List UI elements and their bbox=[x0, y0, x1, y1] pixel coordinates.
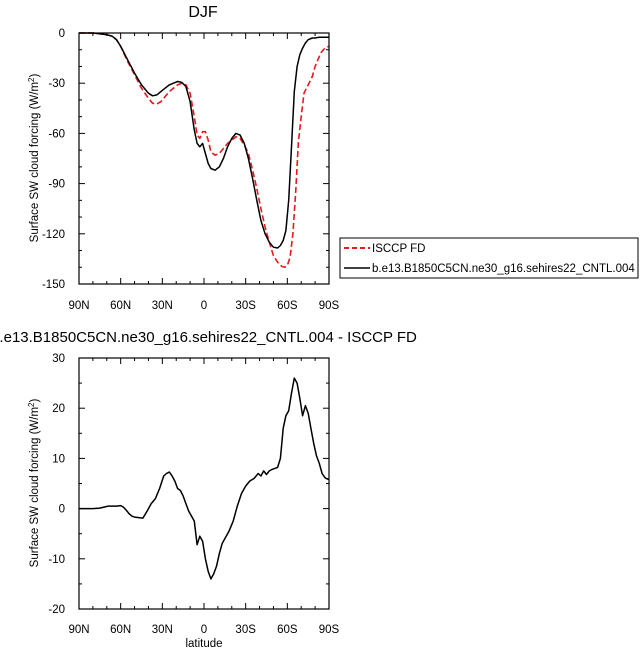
top-x-tick-label: 30N bbox=[152, 300, 173, 312]
legend: ISCCP FD b.e13.B1850C5CN.ne30_g16.sehire… bbox=[339, 237, 639, 279]
top-plot-frame bbox=[78, 32, 330, 285]
bottom-x-tick-label: 30S bbox=[235, 624, 256, 636]
top-y-tick-label: -90 bbox=[48, 179, 65, 191]
legend-box bbox=[339, 237, 639, 279]
top-y-tick-label: -150 bbox=[42, 279, 65, 291]
top-x-tick-label: 90S bbox=[319, 300, 340, 312]
bottom-axes: 90N 60N 30N 0 30S 60S 90S 30 20 10 0 -10 -20 bbox=[48, 353, 339, 636]
top-axes: 90N 60N 30N 0 30S 60S 90S 0 -30 -60 -90 -120 -150 bbox=[42, 28, 340, 312]
top-series-group bbox=[79, 32, 330, 269]
bottom-y-tick-label: 0 bbox=[59, 504, 65, 516]
panel-bottom-chart: b.e13.B1850C5CN.ne30_g16.sehires22_CNTL.… bbox=[0, 329, 417, 650]
top-y-tick-label: 0 bbox=[59, 28, 65, 40]
top-y-tick-label: -120 bbox=[42, 229, 65, 241]
bottom-x-tick-label: 30N bbox=[152, 624, 173, 636]
bottom-y-tick-label: -10 bbox=[48, 554, 65, 566]
bottom-series-group bbox=[79, 377, 330, 580]
bottom-chart-title: b.e13.B1850C5CN.ne30_g16.sehires22_CNTL.… bbox=[0, 329, 417, 346]
bottom-x-tick-label: 0 bbox=[201, 624, 207, 636]
top-x-tick-label: 0 bbox=[201, 300, 207, 312]
top-x-tick-label: 60N bbox=[110, 300, 131, 312]
bottom-y-tick-label: 20 bbox=[52, 403, 65, 415]
top-x-tick-label: 90N bbox=[68, 300, 89, 312]
top-x-tick-label: 30S bbox=[235, 300, 256, 312]
bottom-y-tick-label: 30 bbox=[52, 353, 65, 365]
bottom-y-tick-label: -20 bbox=[48, 604, 65, 616]
bottom-x-axis-label: latitude bbox=[185, 638, 222, 650]
top-series-line-isccp bbox=[79, 32, 330, 269]
bottom-x-tick-label: 60S bbox=[277, 624, 298, 636]
top-y-tick-label: -60 bbox=[48, 128, 65, 140]
bottom-plot-frame bbox=[78, 357, 330, 610]
top-x-tick-label: 60S bbox=[277, 300, 298, 312]
legend-label-isccp: ISCCP FD bbox=[372, 243, 425, 255]
top-series-line-model bbox=[79, 32, 329, 249]
top-chart-title: DJF bbox=[188, 4, 218, 21]
bottom-x-tick-label: 90N bbox=[68, 624, 89, 636]
bottom-series-line-difference bbox=[79, 377, 330, 580]
top-y-axis-label: Surface SW cloud forcing (W/m2) bbox=[27, 73, 41, 242]
panel-top-chart: DJF Surface SW cloud forcing (W/m2) 90N 6… bbox=[27, 4, 340, 312]
top-y-tick-label: -30 bbox=[48, 78, 65, 90]
bottom-y-axis-label: Surface SW cloud forcing (W/m2) bbox=[27, 398, 41, 567]
bottom-x-tick-label: 90S bbox=[319, 624, 340, 636]
bottom-y-tick-label: 10 bbox=[52, 453, 65, 465]
bottom-x-tick-label: 60N bbox=[110, 624, 131, 636]
legend-label-model: b.e13.B1850C5CN.ne30_g16.sehires22_CNTL.… bbox=[372, 263, 635, 275]
